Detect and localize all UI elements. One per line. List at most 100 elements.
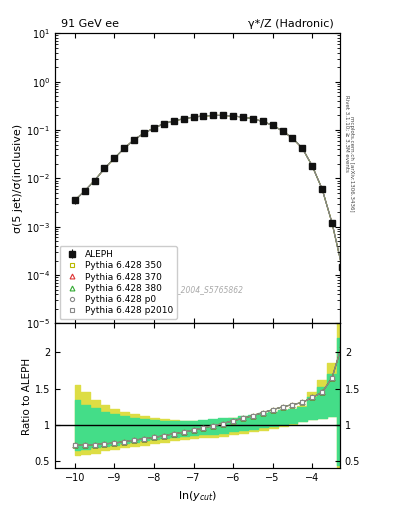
- Pythia 6.428 350: [340, 264, 344, 270]
- Pythia 6.428 p2010: [142, 130, 147, 136]
- Pythia 6.428 p2010: [112, 155, 117, 161]
- Pythia 6.428 p2010: [201, 113, 206, 119]
- Pythia 6.428 370: [142, 130, 147, 136]
- Pythia 6.428 p2010: [132, 137, 136, 143]
- Pythia 6.428 370: [83, 188, 87, 194]
- Pythia 6.428 350: [221, 112, 226, 118]
- Pythia 6.428 p0: [320, 186, 325, 192]
- Pythia 6.428 p0: [191, 114, 196, 120]
- Pythia 6.428 370: [72, 197, 77, 203]
- Text: mcplots.cern.ch [arXiv:1306.3436]: mcplots.cern.ch [arXiv:1306.3436]: [349, 116, 354, 211]
- Pythia 6.428 p0: [310, 163, 315, 169]
- Pythia 6.428 350: [201, 113, 206, 119]
- Pythia 6.428 380: [191, 114, 196, 120]
- Pythia 6.428 380: [261, 118, 265, 124]
- Pythia 6.428 370: [152, 125, 156, 131]
- Pythia 6.428 380: [290, 135, 295, 141]
- Pythia 6.428 p2010: [92, 178, 97, 184]
- Pythia 6.428 350: [83, 188, 87, 194]
- Pythia 6.428 p0: [300, 145, 305, 151]
- Line: Pythia 6.428 370: Pythia 6.428 370: [72, 113, 344, 269]
- Pythia 6.428 350: [241, 114, 245, 120]
- Pythia 6.428 p2010: [102, 165, 107, 172]
- Pythia 6.428 p0: [261, 118, 265, 124]
- Text: γ*/Z (Hadronic): γ*/Z (Hadronic): [248, 19, 334, 29]
- Pythia 6.428 370: [102, 165, 107, 172]
- Pythia 6.428 370: [191, 114, 196, 120]
- Pythia 6.428 p2010: [270, 122, 275, 129]
- Pythia 6.428 380: [330, 220, 334, 226]
- Pythia 6.428 380: [340, 264, 344, 270]
- Pythia 6.428 380: [310, 163, 315, 169]
- Pythia 6.428 350: [261, 118, 265, 124]
- Pythia 6.428 350: [171, 118, 176, 124]
- Line: Pythia 6.428 p2010: Pythia 6.428 p2010: [72, 113, 344, 269]
- Pythia 6.428 p0: [92, 178, 97, 184]
- Pythia 6.428 p2010: [152, 125, 156, 131]
- Pythia 6.428 p0: [102, 165, 107, 172]
- Pythia 6.428 370: [231, 113, 235, 119]
- Pythia 6.428 350: [270, 122, 275, 129]
- Pythia 6.428 380: [201, 113, 206, 119]
- Pythia 6.428 p2010: [320, 186, 325, 192]
- Pythia 6.428 380: [211, 112, 216, 118]
- Pythia 6.428 350: [320, 186, 325, 192]
- Line: Pythia 6.428 p0: Pythia 6.428 p0: [73, 113, 344, 269]
- Pythia 6.428 380: [231, 113, 235, 119]
- Text: ALEPH_2004_S5765862: ALEPH_2004_S5765862: [152, 285, 243, 294]
- Pythia 6.428 p0: [270, 122, 275, 129]
- Pythia 6.428 370: [162, 121, 166, 127]
- Pythia 6.428 350: [310, 163, 315, 169]
- Pythia 6.428 p2010: [162, 121, 166, 127]
- Pythia 6.428 p0: [280, 128, 285, 134]
- Pythia 6.428 p0: [330, 220, 334, 226]
- Pythia 6.428 370: [280, 128, 285, 134]
- Pythia 6.428 p2010: [250, 116, 255, 122]
- Pythia 6.428 350: [112, 155, 117, 161]
- Pythia 6.428 350: [300, 145, 305, 151]
- Pythia 6.428 350: [152, 125, 156, 131]
- Pythia 6.428 380: [162, 121, 166, 127]
- Pythia 6.428 370: [211, 112, 216, 118]
- Pythia 6.428 p2010: [340, 264, 344, 270]
- Pythia 6.428 p2010: [300, 145, 305, 151]
- Pythia 6.428 p0: [241, 114, 245, 120]
- Pythia 6.428 350: [231, 113, 235, 119]
- Pythia 6.428 370: [241, 114, 245, 120]
- Pythia 6.428 p2010: [221, 112, 226, 118]
- Pythia 6.428 p0: [201, 113, 206, 119]
- Pythia 6.428 350: [102, 165, 107, 172]
- Pythia 6.428 370: [122, 145, 127, 151]
- Pythia 6.428 p2010: [310, 163, 315, 169]
- Y-axis label: σ(5 jet)/σ(inclusive): σ(5 jet)/σ(inclusive): [13, 124, 23, 233]
- Pythia 6.428 p0: [171, 118, 176, 124]
- Pythia 6.428 380: [102, 165, 107, 172]
- Pythia 6.428 350: [290, 135, 295, 141]
- Pythia 6.428 380: [152, 125, 156, 131]
- Pythia 6.428 p0: [181, 116, 186, 122]
- Pythia 6.428 p0: [340, 264, 344, 270]
- Pythia 6.428 p0: [221, 112, 226, 118]
- Pythia 6.428 p0: [162, 121, 166, 127]
- Pythia 6.428 380: [250, 116, 255, 122]
- Pythia 6.428 p0: [152, 125, 156, 131]
- Pythia 6.428 350: [330, 220, 334, 226]
- Pythia 6.428 350: [250, 116, 255, 122]
- Pythia 6.428 350: [72, 197, 77, 203]
- Pythia 6.428 p0: [132, 137, 136, 143]
- Pythia 6.428 350: [142, 130, 147, 136]
- Pythia 6.428 p2010: [330, 220, 334, 226]
- Pythia 6.428 370: [340, 264, 344, 270]
- Pythia 6.428 p0: [290, 135, 295, 141]
- Pythia 6.428 370: [310, 163, 315, 169]
- Legend: ALEPH, Pythia 6.428 350, Pythia 6.428 370, Pythia 6.428 380, Pythia 6.428 p0, Py: ALEPH, Pythia 6.428 350, Pythia 6.428 37…: [59, 246, 177, 319]
- Pythia 6.428 350: [122, 145, 127, 151]
- Pythia 6.428 380: [132, 137, 136, 143]
- Pythia 6.428 p2010: [122, 145, 127, 151]
- Pythia 6.428 370: [201, 113, 206, 119]
- Pythia 6.428 350: [162, 121, 166, 127]
- Pythia 6.428 370: [270, 122, 275, 129]
- Pythia 6.428 370: [181, 116, 186, 122]
- Pythia 6.428 370: [250, 116, 255, 122]
- Pythia 6.428 p0: [112, 155, 117, 161]
